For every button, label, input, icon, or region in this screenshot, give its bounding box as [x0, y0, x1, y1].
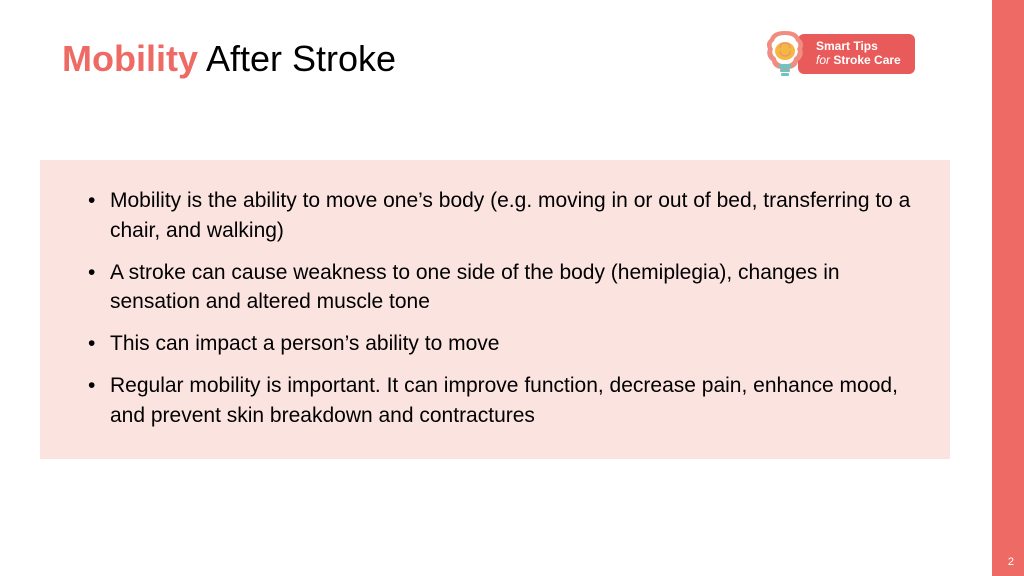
bullet-list: Mobility is the ability to move one’s bo…: [82, 186, 918, 431]
list-item: Mobility is the ability to move one’s bo…: [82, 186, 918, 246]
badge-line2: for Stroke Care: [816, 54, 901, 68]
title-accent-word: Mobility: [62, 38, 198, 79]
page-title: Mobility After Stroke: [62, 38, 396, 80]
list-item: Regular mobility is important. It can im…: [82, 371, 918, 431]
content-box: Mobility is the ability to move one’s bo…: [40, 160, 950, 459]
list-item: A stroke can cause weakness to one side …: [82, 258, 918, 318]
accent-bar: [992, 0, 1024, 576]
slide: Mobility After Stroke Smart Tips for Str…: [0, 0, 1024, 576]
brand-badge: Smart Tips for Stroke Care: [762, 28, 952, 80]
badge-line1: Smart Tips: [816, 40, 901, 54]
list-item: This can impact a person’s ability to mo…: [82, 329, 918, 359]
badge-pill: Smart Tips for Stroke Care: [798, 34, 915, 74]
title-rest: After Stroke: [198, 38, 396, 79]
page-number: 2: [1008, 556, 1014, 568]
lightbulb-brain-icon: [762, 29, 808, 79]
